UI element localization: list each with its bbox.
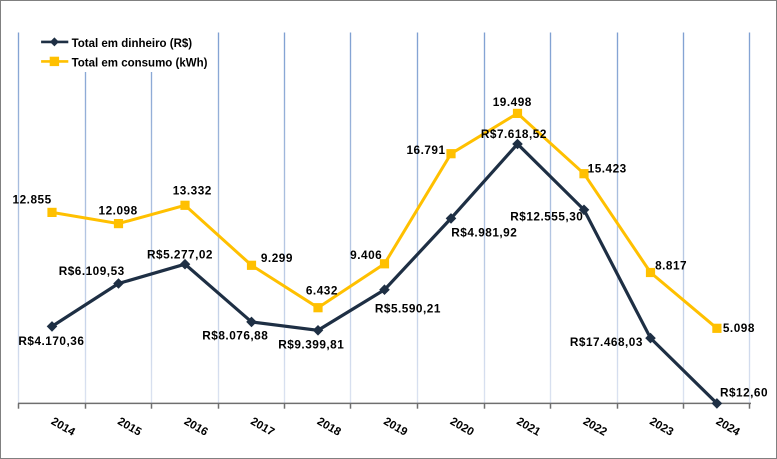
svg-text:13.332: 13.332 xyxy=(173,184,212,198)
svg-text:R$4.170,36: R$4.170,36 xyxy=(18,334,84,348)
svg-text:2021: 2021 xyxy=(514,416,543,439)
svg-text:5.098: 5.098 xyxy=(723,321,755,335)
svg-text:2018: 2018 xyxy=(315,416,343,439)
svg-text:R$8.076,88: R$8.076,88 xyxy=(202,329,268,343)
svg-text:R$4.981,92: R$4.981,92 xyxy=(451,226,517,240)
svg-text:15.423: 15.423 xyxy=(588,162,627,176)
svg-text:2014: 2014 xyxy=(49,416,78,439)
svg-text:2024: 2024 xyxy=(714,416,743,439)
svg-text:R$6.109,53: R$6.109,53 xyxy=(59,264,125,278)
svg-text:R$12,60: R$12,60 xyxy=(720,386,768,400)
svg-text:2023: 2023 xyxy=(647,416,675,439)
svg-text:R$12.555,30: R$12.555,30 xyxy=(510,210,583,224)
svg-text:8.817: 8.817 xyxy=(655,259,687,273)
svg-text:16.791: 16.791 xyxy=(406,143,445,157)
svg-text:R$9.399,81: R$9.399,81 xyxy=(278,338,344,352)
svg-text:R$5.590,21: R$5.590,21 xyxy=(375,301,441,315)
svg-text:R$17.468,03: R$17.468,03 xyxy=(570,335,643,349)
svg-text:2016: 2016 xyxy=(182,416,210,439)
svg-text:R$5.277,02: R$5.277,02 xyxy=(147,247,213,261)
svg-text:Total em dinheiro (R$): Total em dinheiro (R$) xyxy=(72,38,193,50)
svg-text:19.498: 19.498 xyxy=(493,95,532,109)
svg-text:2015: 2015 xyxy=(115,416,144,439)
svg-text:9.299: 9.299 xyxy=(261,251,293,265)
svg-text:Total em consumo (kWh): Total em consumo (kWh) xyxy=(72,57,208,69)
svg-text:9.406: 9.406 xyxy=(350,248,382,262)
svg-text:2017: 2017 xyxy=(248,416,276,439)
svg-text:2019: 2019 xyxy=(381,416,409,439)
svg-text:R$7.618,52: R$7.618,52 xyxy=(481,127,547,141)
svg-text:12.098: 12.098 xyxy=(99,203,138,217)
svg-text:2020: 2020 xyxy=(448,416,476,439)
svg-text:12.855: 12.855 xyxy=(13,193,52,207)
svg-text:2022: 2022 xyxy=(581,416,609,439)
svg-text:6.432: 6.432 xyxy=(306,284,338,298)
